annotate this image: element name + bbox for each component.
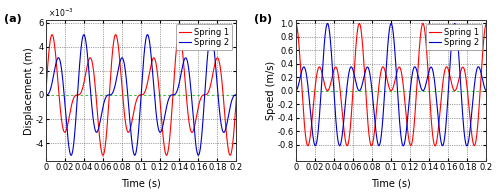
Spring 2 — [374, 140, 380, 143]
Spring 1 — [100, 154, 106, 156]
Y-axis label: Displacement (m): Displacement (m) — [24, 47, 34, 135]
Line: Spring 2: Spring 2 — [296, 23, 486, 146]
Y-axis label: Speed (m/s): Speed (m/s) — [266, 61, 276, 120]
Spring 2 — [373, 129, 379, 132]
Spring 1 — [384, 75, 390, 77]
Spring 1 — [432, 144, 438, 146]
Spring 2 — [478, 71, 484, 73]
Spring 2 — [182, 58, 188, 61]
Spring 2 — [234, 94, 239, 96]
Spring 2 — [228, 103, 234, 106]
Spring 1 — [374, 100, 380, 102]
Spring 2 — [68, 154, 74, 156]
Spring 2 — [42, 94, 48, 96]
Legend: Spring 1, Spring 2: Spring 1, Spring 2 — [426, 24, 482, 50]
Spring 1 — [468, 129, 474, 131]
Text: (b): (b) — [254, 14, 272, 24]
Line: Spring 1: Spring 1 — [46, 35, 236, 155]
Spring 2 — [452, 22, 458, 25]
Spring 2 — [218, 124, 224, 126]
Spring 2 — [134, 149, 140, 152]
Spring 2 — [484, 90, 490, 92]
Spring 1 — [42, 94, 48, 96]
Spring 2 — [468, 117, 474, 119]
Line: Spring 2: Spring 2 — [46, 35, 236, 155]
Spring 1 — [218, 74, 224, 76]
Spring 1 — [234, 94, 239, 96]
Spring 2 — [292, 90, 298, 92]
Spring 1 — [124, 130, 130, 132]
Spring 1 — [478, 81, 484, 84]
Spring 1 — [484, 22, 490, 25]
Spring 1 — [228, 153, 234, 156]
X-axis label: Time (s): Time (s) — [371, 178, 411, 188]
Spring 1 — [292, 22, 298, 25]
Spring 2 — [123, 74, 129, 77]
Spring 2 — [432, 78, 438, 80]
Legend: Spring 1, Spring 2: Spring 1, Spring 2 — [176, 24, 233, 50]
Spring 1 — [134, 99, 140, 102]
Spring 1 — [123, 124, 129, 126]
Spring 2 — [384, 64, 390, 67]
Spring 1 — [182, 71, 188, 74]
Text: $\times 10^{-3}$: $\times 10^{-3}$ — [48, 7, 74, 19]
Spring 2 — [464, 145, 470, 147]
Line: Spring 1: Spring 1 — [296, 23, 486, 146]
Text: (a): (a) — [4, 14, 22, 24]
Spring 1 — [176, 33, 182, 36]
Spring 1 — [432, 145, 438, 147]
Spring 2 — [208, 33, 214, 36]
Spring 2 — [124, 90, 130, 92]
Spring 1 — [373, 117, 379, 119]
X-axis label: Time (s): Time (s) — [121, 178, 161, 188]
